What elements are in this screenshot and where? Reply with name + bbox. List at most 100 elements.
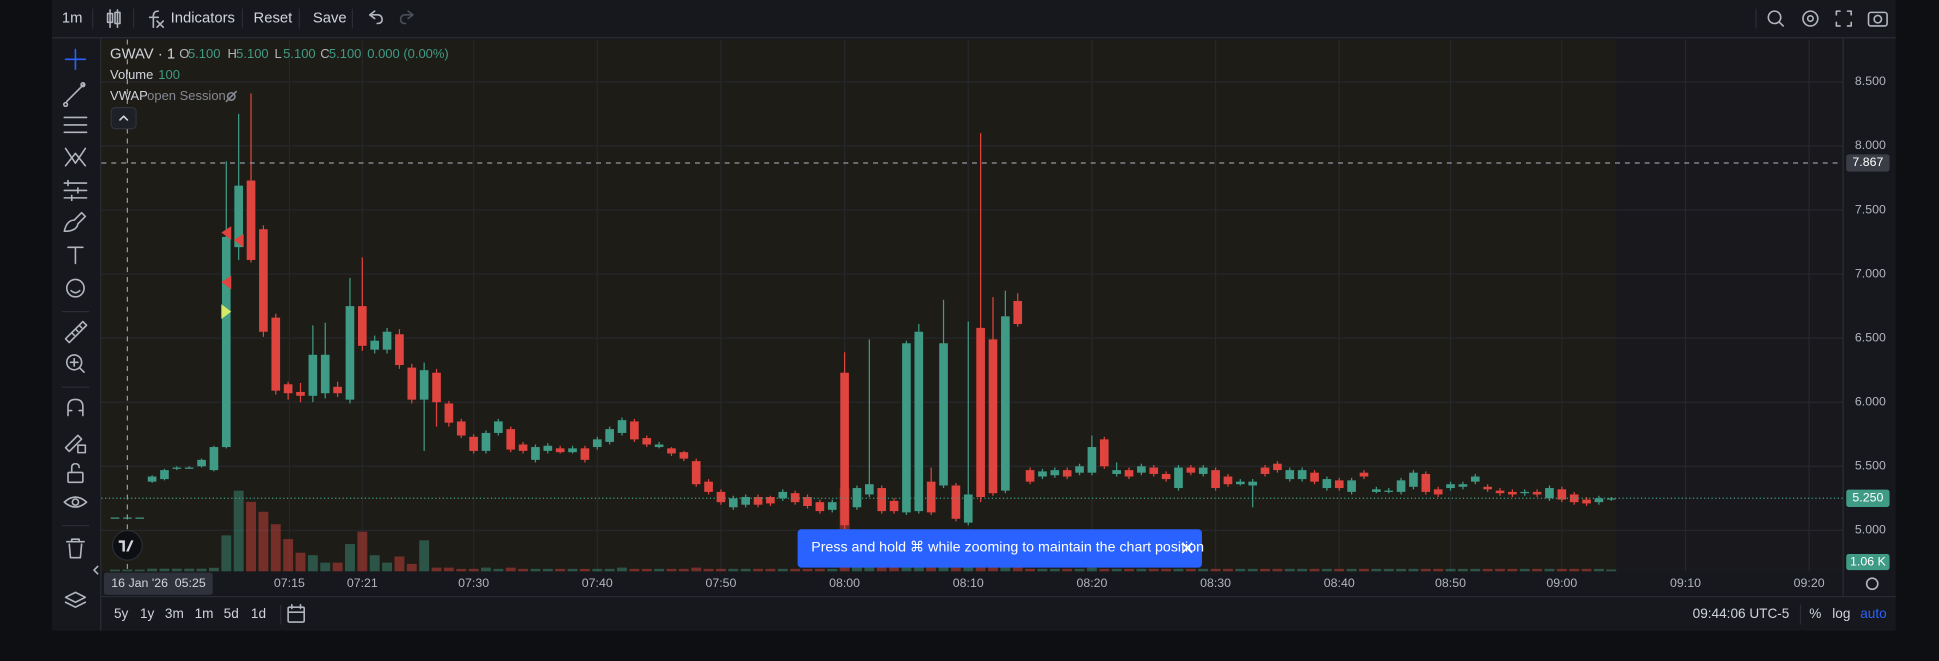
candle-body [988,339,998,494]
volume-bar [332,562,343,572]
redo-button[interactable] [399,10,414,25]
candle-body [840,372,849,526]
range-button[interactable]: 1m [195,606,214,621]
object-tree-button[interactable] [64,591,87,609]
volume-bar [1519,568,1530,572]
volume-bar [567,568,578,572]
candle-body [1458,484,1468,487]
range-button[interactable]: 5y [114,606,129,621]
percent-scale-button[interactable]: % [1809,606,1821,621]
interval-button[interactable]: 1m [62,10,83,26]
volume-bar [1359,568,1369,572]
range-button[interactable]: 1y [140,606,155,621]
volume-bar [654,568,665,572]
volume-bar [456,568,467,572]
candle-body [283,384,293,394]
crosshair-tool[interactable] [64,48,87,71]
candle-body [605,429,614,442]
volume-bar [1495,568,1505,572]
volume-bar [171,568,182,572]
candle-body [1112,470,1121,474]
volume-bar [1086,567,1097,572]
brush-tool[interactable] [63,211,87,233]
remove-tool[interactable] [65,538,85,559]
indicators-button[interactable]: Indicators [171,10,235,26]
volume-bar [320,562,331,572]
emoji-tool[interactable] [65,278,85,298]
volume-bar [814,568,825,572]
candle-body [815,502,825,512]
volume-bar [505,567,516,572]
candle-body [1594,498,1604,503]
ruler-tool[interactable] [64,320,88,344]
candle-body [1075,466,1084,473]
fullscreen-button[interactable] [1835,10,1853,27]
volume-bar [1593,568,1604,572]
settings-button[interactable] [1802,10,1819,27]
x-tick-label: 07:40 [582,576,613,590]
volume-bar [345,544,355,572]
trend-line-tool[interactable] [62,82,86,108]
clock[interactable]: 09:44:06 UTC-5 [1693,606,1790,621]
candle-body [803,497,812,506]
x-tick-label: 08:50 [1435,576,1466,590]
candle-body [654,444,664,448]
candle-body [259,229,268,332]
volume-bar [1606,569,1617,572]
search-button[interactable] [1767,10,1784,27]
volume-bar [1396,568,1407,572]
legend-value: 5.100 [236,46,268,61]
volume-bar [1445,568,1456,572]
auto-scale-button[interactable]: auto [1860,606,1886,621]
volume-bar [1025,568,1036,572]
chart-background [1616,39,1843,572]
horizontal-lines-tool[interactable] [63,116,88,134]
candle-body [469,436,478,451]
toast-close[interactable] [1181,542,1193,554]
candle-body [1087,447,1097,473]
zoom-tool[interactable] [65,354,85,374]
fib-tool[interactable] [63,179,88,202]
snapshot-button[interactable] [1867,11,1888,27]
candle-body [630,421,639,440]
legend-volume-label[interactable]: Volume [110,67,153,82]
hide-tool[interactable] [63,496,88,508]
candle-body [506,429,516,450]
collapse-toolbar[interactable] [93,565,99,575]
magnet-tool[interactable] [67,398,84,417]
candle-body [1545,488,1554,499]
stay-in-drawing-mode[interactable] [64,434,87,454]
volume-bar [1161,568,1172,572]
volume-bar [604,568,615,572]
volume-bar [765,568,776,572]
collapse-legend-button[interactable] [110,106,137,130]
undo-button[interactable] [368,10,383,25]
lock-tool[interactable] [67,462,84,484]
volume-bar [1334,568,1345,572]
time-axis-settings[interactable] [1865,577,1879,591]
legend-vwap-label[interactable]: VWAP [110,88,148,103]
indicators-icon[interactable] [148,10,165,29]
candle-body [1260,467,1270,474]
volume-bar [258,511,269,572]
volume-bar [876,565,887,572]
range-button[interactable]: 1d [251,606,266,621]
save-button[interactable]: Save [313,10,347,26]
tradingview-logo[interactable] [111,529,143,561]
vwap-hidden-icon[interactable] [225,90,237,103]
legend-key: H [228,46,237,61]
chart-type-button[interactable] [106,9,121,29]
range-button[interactable]: 5d [224,606,239,621]
candle-body [1161,473,1171,480]
log-scale-button[interactable]: log [1832,606,1850,621]
go-to-date-button[interactable] [280,603,306,625]
range-button[interactable]: 3m [165,606,184,621]
candle-body [1372,489,1381,492]
y-tick-label: 7.500 [1855,202,1886,216]
candle-body [877,488,887,512]
symbol[interactable]: GWAV · 1 [110,46,175,62]
text-tool[interactable] [67,246,84,265]
reset-button[interactable]: Reset [254,10,294,26]
candle-body [914,331,924,512]
pattern-tool[interactable] [64,147,87,167]
